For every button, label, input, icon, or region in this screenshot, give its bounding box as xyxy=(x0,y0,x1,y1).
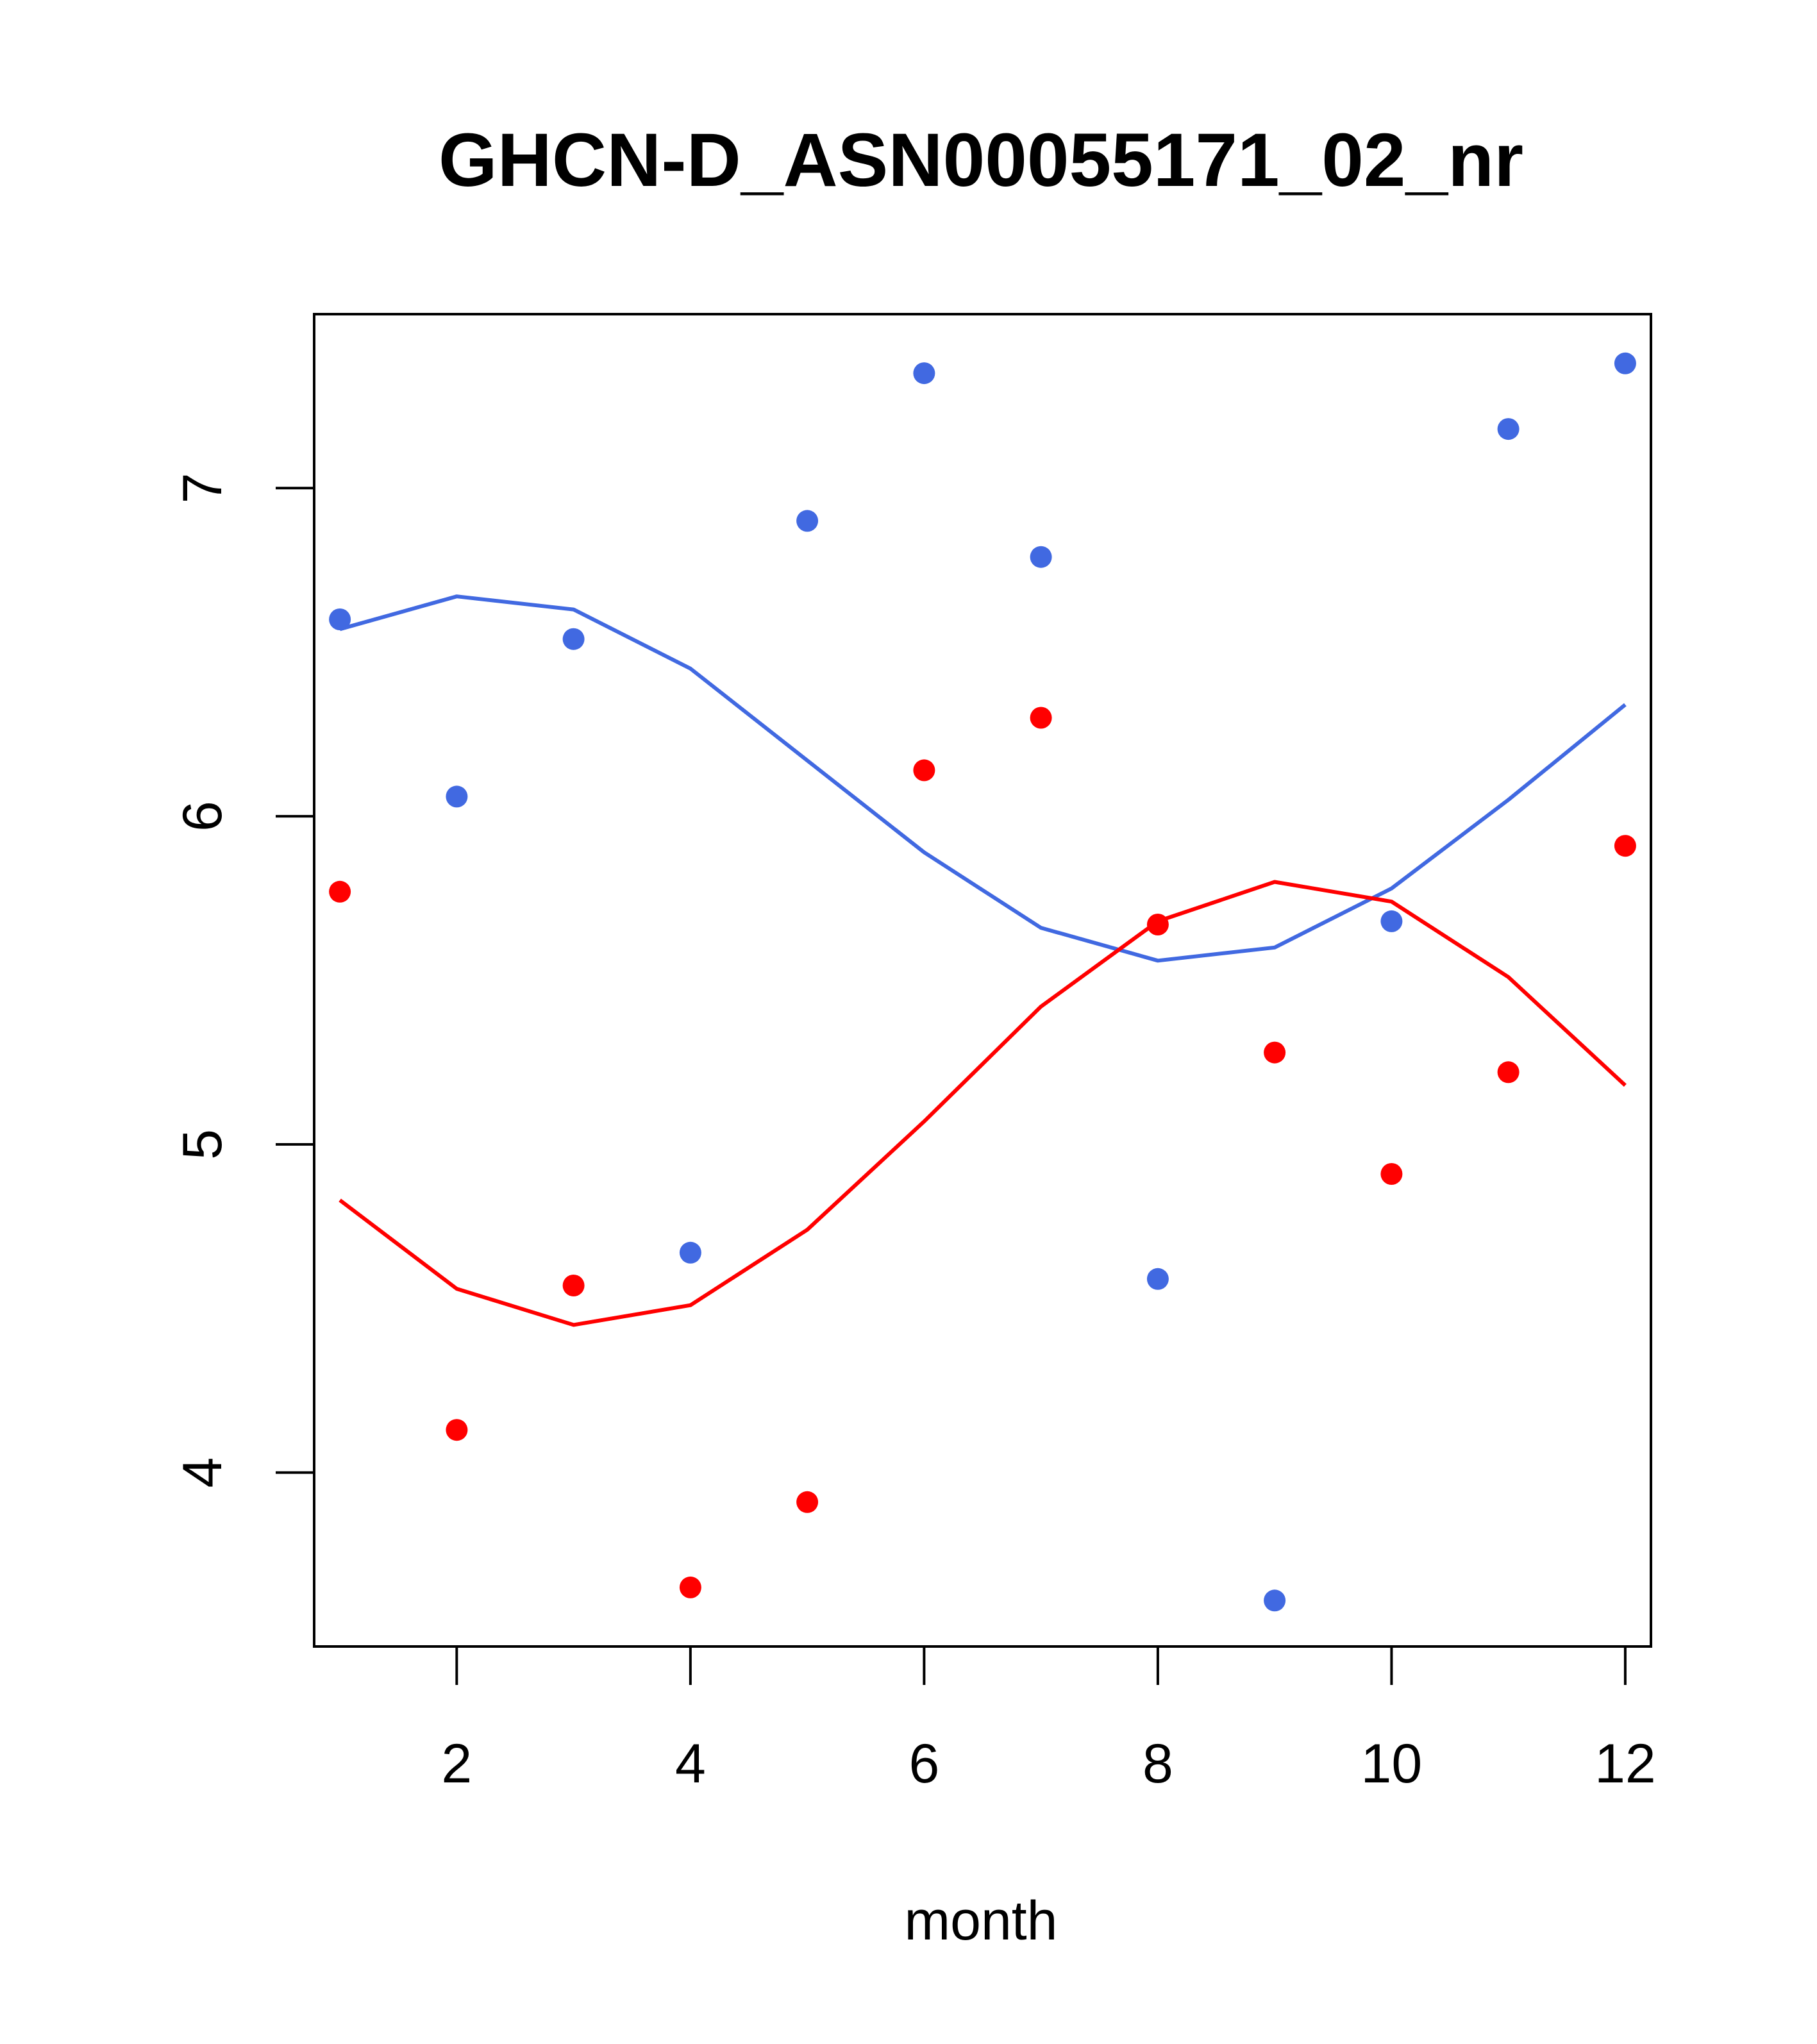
plot-area xyxy=(329,352,1636,1612)
series-1-point xyxy=(1030,546,1052,568)
series-2-point xyxy=(562,1275,585,1296)
series-2-point xyxy=(329,880,351,903)
series-1-point xyxy=(1380,910,1403,932)
series-1-point xyxy=(1146,1268,1169,1290)
y-tick-label: 6 xyxy=(172,801,233,832)
series-2-line xyxy=(339,880,1627,1327)
x-tick-label: 8 xyxy=(1143,1733,1173,1795)
chart-title: GHCN-D_ASN00055171_02_nr xyxy=(439,118,1523,203)
series-1-point xyxy=(329,608,351,630)
series-1-point xyxy=(1497,418,1520,440)
x-tick-label: 2 xyxy=(441,1733,472,1795)
series-2-point xyxy=(1146,914,1169,935)
series-2-point xyxy=(1497,1061,1520,1084)
series-1-point xyxy=(562,628,585,650)
y-tick-label: 4 xyxy=(172,1457,233,1488)
series-1-point xyxy=(1614,352,1636,374)
series-2-point xyxy=(679,1576,701,1598)
y-tick-label: 5 xyxy=(172,1129,233,1160)
y-tick-label: 7 xyxy=(172,473,233,503)
series-2-point xyxy=(1614,835,1636,857)
x-tick-label: 10 xyxy=(1361,1733,1423,1795)
series-2-point xyxy=(1264,1041,1286,1064)
x-tick-label: 12 xyxy=(1595,1733,1656,1795)
plot-frame xyxy=(313,313,1652,1648)
x-tick-label: 4 xyxy=(675,1733,706,1795)
series-2-point xyxy=(446,1419,468,1441)
x-axis: 2 4 6 8 10 12 xyxy=(441,1646,1656,1795)
x-axis-label: month xyxy=(904,1890,1057,1952)
series-1-point xyxy=(679,1241,701,1264)
series-2-point xyxy=(1380,1163,1403,1185)
series-2-point xyxy=(796,1491,819,1513)
series-2-point xyxy=(913,759,935,782)
x-tick-label: 6 xyxy=(908,1733,939,1795)
series-1-point xyxy=(913,362,935,385)
y-axis: 4 5 6 7 xyxy=(172,473,314,1488)
series-1-line xyxy=(339,594,1627,963)
series-1-point xyxy=(1264,1589,1286,1612)
series-1-point xyxy=(446,785,468,808)
series-1-point xyxy=(796,510,819,532)
series-2-point xyxy=(1030,707,1052,729)
